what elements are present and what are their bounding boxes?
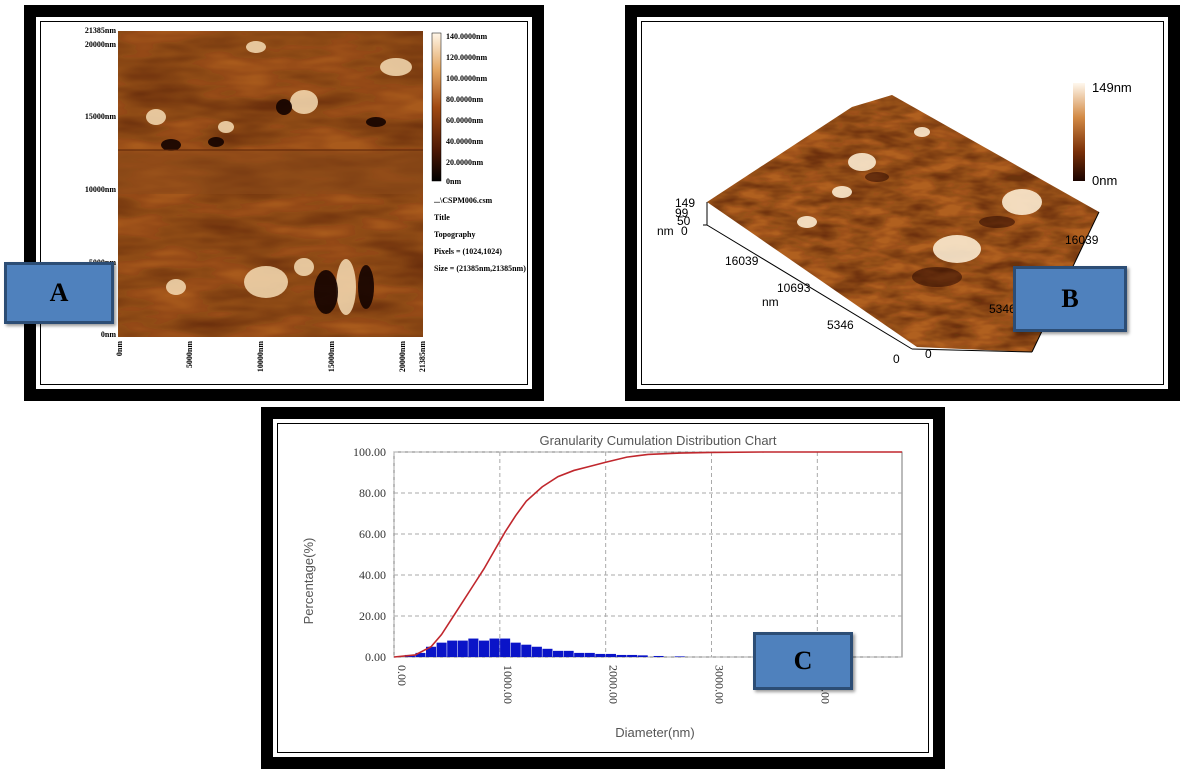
panel-a-colorbar-tick: 60.0000nm xyxy=(446,116,483,125)
panel-a-colorbar-tick: 0nm xyxy=(446,177,461,186)
panel-b-colorbar xyxy=(1073,83,1085,181)
panel-a-info-type: Topography xyxy=(434,230,476,239)
chart-ylabel: Percentage(%) xyxy=(301,538,316,625)
panel-a-afm-topography: 21385nm 20000nm 15000nm 10000nm 5000nm 0… xyxy=(85,26,526,372)
histogram-bar xyxy=(605,653,616,657)
panel-a-colorbar-tick: 100.0000nm xyxy=(446,74,487,83)
histogram-bar xyxy=(595,653,606,657)
histogram-bar xyxy=(447,640,458,657)
y-tick-label: 40.00 xyxy=(359,568,386,582)
panel-a-label: A xyxy=(4,262,114,324)
histogram-bar xyxy=(478,640,489,657)
chart-xlabel: Diameter(nm) xyxy=(615,725,694,740)
panel-a-colorbar-tick: 40.0000nm xyxy=(446,137,483,146)
panel-b-frame: 149 99 50 0 nm 16039 10693 nm 5346 0 160… xyxy=(625,5,1180,401)
histogram-bar xyxy=(426,646,437,657)
histogram-bar xyxy=(563,650,574,657)
panel-a-info-pixels: Pixels = (1024,1024) xyxy=(434,247,502,256)
panel-b-label: B xyxy=(1013,266,1127,332)
panel-a-colorbar-tick: 20.0000nm xyxy=(446,158,483,167)
panel-a-info-file: ...\CSPM006.csm xyxy=(434,196,493,205)
panel-c-frame: Granularity Cumulation Distribution Char… xyxy=(261,407,945,769)
histogram-bar xyxy=(674,656,685,657)
histogram-bar xyxy=(457,640,468,657)
panel-a-y-tick: 21385nm xyxy=(85,26,116,35)
histogram-bar xyxy=(415,652,426,657)
panel-a-y-tick: 0nm xyxy=(101,330,116,339)
panel-b-z-tick: 149 xyxy=(675,196,695,210)
x-tick-label: 2000.00 xyxy=(607,665,621,704)
panel-a-frame: 21385nm 20000nm 15000nm 10000nm 5000nm 0… xyxy=(24,5,544,401)
histogram-bar xyxy=(500,638,511,657)
histogram-bar xyxy=(436,642,447,657)
histogram-bar xyxy=(637,655,648,657)
panel-a-y-tick: 10000nm xyxy=(85,185,116,194)
panel-a-x-tick: 10000nm xyxy=(256,341,265,372)
histogram-bar xyxy=(627,654,638,657)
histogram-bar xyxy=(468,638,479,657)
y-tick-label: 80.00 xyxy=(359,486,386,500)
plot-area xyxy=(393,451,903,658)
chart-y-ticks: 0.00 20.00 40.00 60.00 80.00 100.00 xyxy=(353,445,386,664)
panel-a-x-tick: 20000nm xyxy=(398,341,407,372)
panel-a-info-size: Size = (21385nm,21385nm) xyxy=(434,264,526,273)
y-tick-label: 60.00 xyxy=(359,527,386,541)
chart-grid xyxy=(393,451,903,658)
chart-title: Granularity Cumulation Distribution Char… xyxy=(540,433,777,448)
panel-a-colorbar-tick: 80.0000nm xyxy=(446,95,483,104)
panel-a-colorbar xyxy=(431,32,442,182)
panel-b-right-tick: 0 xyxy=(925,347,932,361)
chart-line xyxy=(393,451,902,658)
panel-b-colorbar-min: 0nm xyxy=(1092,173,1117,188)
y-tick-label: 100.00 xyxy=(353,445,386,459)
y-tick-label: 20.00 xyxy=(359,609,386,623)
panel-b-left-tick: 5346 xyxy=(827,318,854,332)
x-tick-label: 0.00 xyxy=(395,665,409,686)
panel-a-colorbar-tick: 120.0000nm xyxy=(446,53,487,62)
histogram-bar xyxy=(574,652,585,657)
cumulative-line xyxy=(393,451,902,658)
panel-b-z-tick: 0 xyxy=(681,224,688,238)
panel-b-left-unit: nm xyxy=(762,295,779,309)
panel-a-info-title: Title xyxy=(434,213,450,222)
x-tick-label: 1000.00 xyxy=(501,665,515,704)
panel-b-left-tick: 16039 xyxy=(725,254,759,268)
histogram-bar xyxy=(553,650,564,657)
panel-b-left-tick: 0 xyxy=(893,352,900,366)
x-tick-label: 3000.00 xyxy=(713,665,727,704)
histogram-bar xyxy=(542,648,553,657)
y-tick-label: 0.00 xyxy=(365,650,386,664)
panel-b-z-tick: 99 xyxy=(675,206,689,220)
histogram-bar xyxy=(489,638,500,657)
chart-bars xyxy=(404,638,685,657)
histogram-bar xyxy=(584,652,595,657)
panel-a-x-tick: 15000nm xyxy=(327,341,336,372)
panel-b-z-unit: nm xyxy=(657,224,674,238)
panel-c-chart: Granularity Cumulation Distribution Char… xyxy=(301,433,903,740)
panel-c-label: C xyxy=(753,632,853,690)
panel-a-y-tick: 15000nm xyxy=(85,112,116,121)
histogram-bar xyxy=(616,654,627,657)
panel-b-3d-surface: 149 99 50 0 nm 16039 10693 nm 5346 0 160… xyxy=(657,80,1132,366)
histogram-bar xyxy=(531,646,542,657)
panel-b-colorbar-max: 149nm xyxy=(1092,80,1132,95)
histogram-bar xyxy=(521,644,532,657)
panel-a-colorbar-tick: 140.0000nm xyxy=(446,32,487,41)
panel-a-x-tick: 21385nm xyxy=(418,341,427,372)
panel-a-x-tick: 5000nm xyxy=(185,341,194,368)
panel-a-x-tick: 0nm xyxy=(115,341,124,356)
panel-b-right-tick: 16039 xyxy=(1065,233,1099,247)
histogram-bar xyxy=(510,642,521,657)
panel-b-right-tick: 5346 xyxy=(989,302,1016,316)
panel-b-left-tick: 10693 xyxy=(777,281,811,295)
panel-b-z-tick: 50 xyxy=(677,214,691,228)
panel-a-y-tick: 20000nm xyxy=(85,40,116,49)
histogram-bar xyxy=(653,655,664,657)
